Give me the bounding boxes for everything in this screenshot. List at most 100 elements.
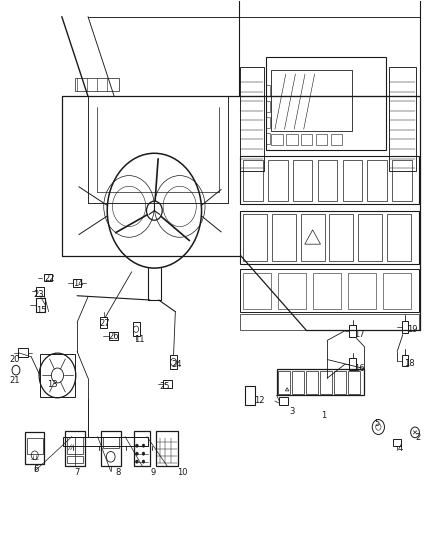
Bar <box>163 379 172 387</box>
Bar <box>301 134 312 146</box>
Bar <box>103 437 119 448</box>
Text: 19: 19 <box>407 325 417 334</box>
Text: 9: 9 <box>150 469 155 477</box>
Bar <box>266 85 270 96</box>
Bar <box>286 134 297 146</box>
Bar <box>306 371 318 393</box>
Bar <box>266 56 386 150</box>
Bar <box>349 325 356 337</box>
Text: 11: 11 <box>134 335 145 344</box>
Bar <box>240 314 419 330</box>
Bar <box>392 160 412 201</box>
Bar <box>134 431 150 466</box>
Bar <box>402 355 408 367</box>
Bar <box>277 368 364 395</box>
Bar <box>272 70 352 131</box>
Text: 23: 23 <box>34 289 44 298</box>
Bar <box>393 439 401 446</box>
Bar <box>383 273 411 309</box>
Text: 26: 26 <box>108 332 119 341</box>
Bar <box>25 432 44 464</box>
Bar <box>240 67 264 171</box>
Bar <box>358 214 382 261</box>
Bar <box>100 317 107 328</box>
Bar <box>320 371 332 393</box>
Bar <box>65 431 85 466</box>
Text: 13: 13 <box>47 380 57 389</box>
Bar <box>44 274 52 281</box>
Text: 22: 22 <box>44 273 55 282</box>
Text: 7: 7 <box>74 469 80 477</box>
Bar <box>348 371 360 393</box>
Bar <box>240 211 419 264</box>
Bar <box>170 355 177 368</box>
Text: 14: 14 <box>73 279 84 288</box>
Bar <box>313 273 341 309</box>
Bar <box>268 160 288 201</box>
Bar <box>101 431 121 466</box>
Bar <box>18 349 28 357</box>
Text: 12: 12 <box>254 396 265 405</box>
Bar <box>243 273 272 309</box>
Bar <box>293 160 312 201</box>
Text: 27: 27 <box>99 319 110 328</box>
Bar <box>133 322 140 336</box>
Text: 5: 5 <box>374 419 380 428</box>
Text: 10: 10 <box>177 469 187 477</box>
Bar <box>27 438 42 454</box>
Circle shape <box>142 452 145 455</box>
Bar <box>67 456 83 463</box>
Text: 8: 8 <box>115 469 120 477</box>
Bar <box>266 117 270 128</box>
Bar <box>155 431 178 466</box>
Bar <box>300 214 325 261</box>
Text: 21: 21 <box>9 376 20 385</box>
Bar <box>348 273 376 309</box>
Bar <box>266 133 270 144</box>
Bar <box>292 371 304 393</box>
Circle shape <box>142 460 145 463</box>
Bar <box>35 287 44 296</box>
Bar <box>245 386 255 405</box>
Bar <box>331 134 342 146</box>
Bar <box>266 101 270 112</box>
Bar <box>272 134 283 146</box>
Bar <box>243 214 267 261</box>
Bar <box>349 359 356 370</box>
Bar <box>109 332 118 340</box>
Text: 20: 20 <box>9 355 20 364</box>
Bar <box>402 321 408 333</box>
Bar <box>343 160 362 201</box>
Bar <box>279 371 290 393</box>
Bar <box>278 273 306 309</box>
Text: 1: 1 <box>321 411 326 420</box>
Bar <box>329 214 353 261</box>
Bar <box>272 214 296 261</box>
Bar <box>240 269 419 312</box>
Bar <box>279 397 288 405</box>
Bar <box>316 134 327 146</box>
Text: 16: 16 <box>354 364 365 373</box>
Bar <box>75 78 119 91</box>
Text: 6: 6 <box>34 465 39 474</box>
Text: 25: 25 <box>159 382 170 391</box>
Circle shape <box>136 452 138 455</box>
Text: 18: 18 <box>403 359 414 368</box>
Bar <box>243 160 263 201</box>
Bar <box>387 214 411 261</box>
Text: 24: 24 <box>171 360 181 369</box>
Text: 15: 15 <box>35 305 46 314</box>
Circle shape <box>136 460 138 463</box>
Bar <box>67 437 83 454</box>
Circle shape <box>136 444 138 447</box>
Bar <box>240 156 419 204</box>
Bar <box>367 160 387 201</box>
Bar <box>40 354 75 397</box>
Circle shape <box>142 444 145 447</box>
Bar <box>35 298 45 312</box>
Bar <box>73 279 81 287</box>
Text: 17: 17 <box>354 330 365 339</box>
Text: 3: 3 <box>290 407 295 416</box>
Bar <box>334 371 346 393</box>
Text: 4: 4 <box>398 444 403 453</box>
